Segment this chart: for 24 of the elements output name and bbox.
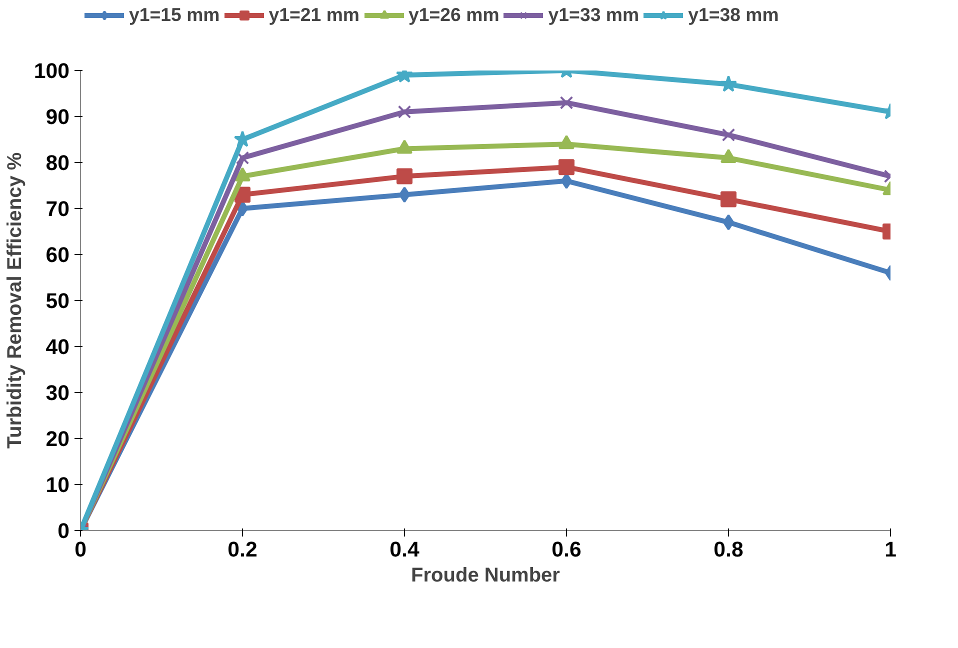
y-tick-label: 20 <box>46 427 70 451</box>
x-axis-title: Froude Number <box>411 564 560 586</box>
y-tick-label: 70 <box>46 197 70 221</box>
y-tick-label: 30 <box>46 381 70 405</box>
legend-label: y1=38 mm <box>688 4 779 26</box>
y-tick-label: 80 <box>46 151 70 175</box>
y-tick-label: 0 <box>58 519 70 543</box>
x-tick-label: 0 <box>74 538 86 562</box>
y-tick-label: 90 <box>46 105 70 129</box>
y-tick-label: 50 <box>46 289 70 313</box>
x-tick-label: 1 <box>884 538 897 562</box>
y-tick-label: 60 <box>46 243 70 267</box>
legend-label: y1=15 mm <box>129 4 220 26</box>
legend-label: y1=33 mm <box>548 4 640 26</box>
y-tick-label: 10 <box>46 473 70 497</box>
legend-label: y1=26 mm <box>408 4 500 26</box>
x-tick-label: 0.2 <box>228 538 258 562</box>
y-tick-label: 100 <box>34 59 70 83</box>
x-tick-label: 0.4 <box>390 538 420 562</box>
y-axis-title: Turbidity Removal Efficiency % <box>4 152 26 449</box>
x-tick-label: 0.6 <box>552 538 582 562</box>
y-tick-label: 40 <box>46 335 70 359</box>
legend-label: y1=21 mm <box>268 4 360 26</box>
x-tick-label: 0.8 <box>714 538 744 562</box>
